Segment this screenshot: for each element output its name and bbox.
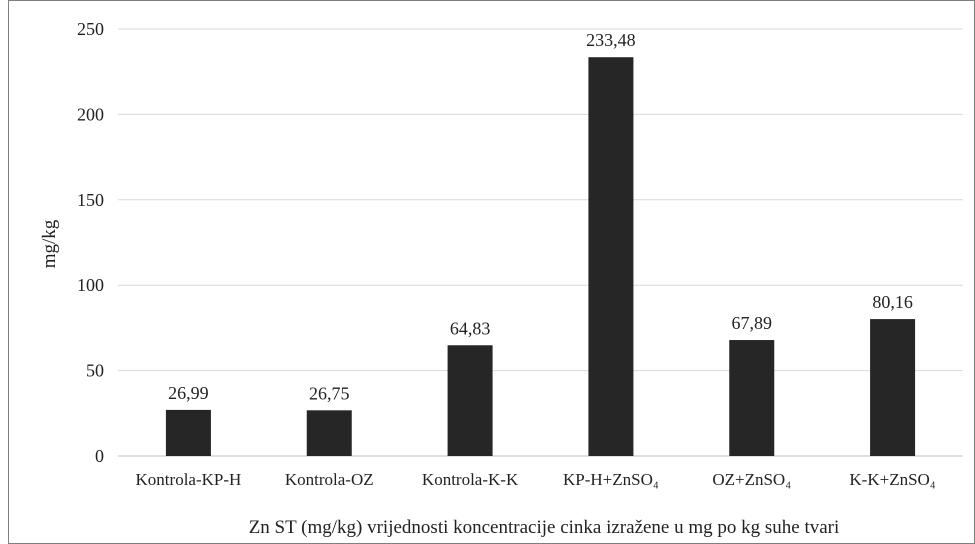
y-tick-label: 50 (86, 361, 104, 381)
bar (447, 345, 493, 456)
y-tick-label: 250 (77, 19, 104, 39)
data-label: 64,83 (450, 318, 491, 338)
data-label: 26,75 (309, 383, 350, 403)
gridlines (118, 28, 963, 457)
x-category-label: Kontrola-K-K (422, 470, 519, 489)
bar (870, 319, 916, 456)
x-category-label: KP-H+ZnSO₄ (563, 470, 659, 489)
y-tick-label: 150 (77, 190, 104, 210)
bars (165, 57, 916, 457)
chart-frame (8, 0, 975, 544)
bar (729, 340, 775, 456)
data-label: 26,99 (168, 383, 209, 403)
x-axis-title: Zn ST (mg/kg) vrijednosti koncentracije … (249, 517, 840, 538)
data-label: 67,89 (732, 313, 773, 333)
bar (588, 57, 634, 457)
bar (306, 410, 352, 456)
x-category-label: K-K+ZnSO₄ (849, 470, 935, 489)
bar (165, 409, 211, 456)
labels: 0 50 100 150 200 250 26,99 Kontrola-KP-H 26,75 Ko… (77, 19, 936, 489)
y-tick-label: 200 (77, 104, 104, 124)
y-axis-title: mg/kg (39, 219, 60, 268)
y-tick-label: 0 (95, 446, 104, 466)
x-category-label: Kontrola-OZ (285, 470, 374, 489)
x-category-label: Kontrola-KP-H (136, 470, 242, 489)
x-category-label: OZ+ZnSO₄ (712, 470, 791, 489)
data-label: 233,48 (586, 30, 636, 50)
y-tick-label: 100 (77, 275, 104, 295)
data-label: 80,16 (872, 292, 913, 312)
